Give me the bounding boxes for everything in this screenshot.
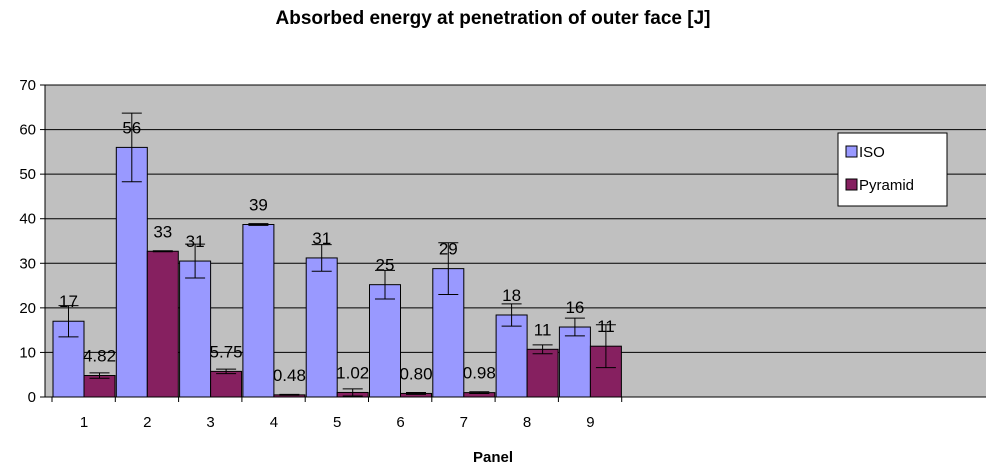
legend-swatch-pyramid (845, 178, 858, 191)
x-tick-label: 5 (333, 414, 341, 431)
bar-iso (305, 257, 338, 398)
x-tick-label: 9 (586, 414, 594, 431)
y-tick-label: 60 (19, 122, 36, 139)
y-tick-label: 10 (19, 344, 36, 361)
bar-iso (369, 284, 401, 398)
x-tick-label: 4 (270, 414, 278, 431)
data-label: 56 (122, 118, 141, 137)
bar-pyramid (146, 250, 179, 398)
x-tick-label: 2 (143, 414, 151, 431)
data-label: 16 (565, 298, 584, 317)
x-tick-label: 6 (396, 414, 404, 431)
data-label: 4.82 (83, 347, 116, 366)
x-tick-label: 3 (206, 414, 214, 431)
data-labels: 17 4.82 56 33 31 5.75 39 0.48 31 1.02 25 0.80 29 0.98… (59, 118, 615, 384)
data-label: 5.75 (210, 342, 243, 361)
y-tick-label: 30 (19, 255, 36, 272)
x-tick-label: 7 (460, 414, 468, 431)
bar-pyramid (83, 375, 116, 398)
data-label: 1.02 (336, 363, 369, 382)
data-label: 31 (186, 232, 205, 251)
legend-label-iso: ISO (859, 144, 885, 161)
x-tick-label: 1 (80, 414, 88, 431)
y-tick-label: 20 (19, 300, 36, 317)
x-tick-label: 8 (523, 414, 531, 431)
y-tick-label: 70 (19, 77, 36, 94)
bar-pyramid (210, 370, 243, 398)
legend-swatch-iso (845, 145, 858, 158)
data-label: 11 (534, 320, 552, 339)
bar-iso (558, 326, 591, 398)
data-label: 39 (249, 196, 268, 215)
data-label: 17 (59, 292, 78, 311)
legend-box (837, 132, 948, 207)
chart-title: Absorbed energy at penetration of outer … (275, 8, 711, 29)
data-label: 0.80 (399, 364, 432, 383)
y-tick-label: 50 (19, 166, 36, 183)
data-label: 25 (376, 256, 395, 275)
legend: ISO Pyramid (837, 132, 948, 207)
legend-label-pyramid: Pyramid (859, 177, 914, 194)
bar-iso (242, 224, 275, 398)
error-bars (58, 112, 616, 397)
data-label: 11 (597, 317, 615, 336)
bar-iso (495, 314, 528, 398)
bar-iso (115, 146, 148, 398)
y-tick-label: 40 (19, 211, 36, 228)
data-label: 31 (312, 229, 331, 248)
x-axis-label: Panel (472, 449, 514, 466)
y-tick-label: 0 (28, 389, 36, 406)
data-label: 18 (502, 286, 521, 305)
data-label: 33 (153, 222, 172, 241)
data-label: 0.48 (273, 366, 306, 385)
data-label: 0.98 (463, 364, 496, 383)
bar-iso (179, 260, 212, 398)
bar-pyramid (526, 348, 559, 398)
data-label: 29 (439, 240, 458, 259)
